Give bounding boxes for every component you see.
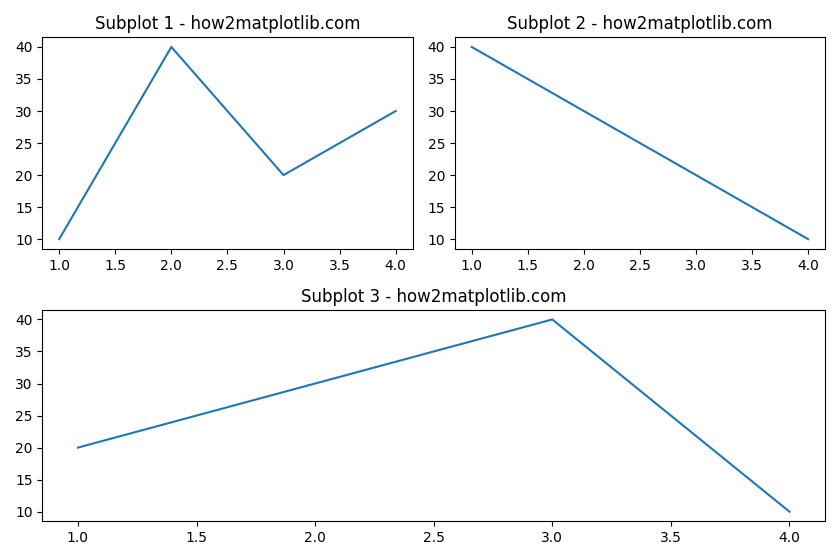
Title: Subplot 1 - how2matplotlib.com: Subplot 1 - how2matplotlib.com [95,15,360,33]
Title: Subplot 3 - how2matplotlib.com: Subplot 3 - how2matplotlib.com [301,287,566,306]
Title: Subplot 2 - how2matplotlib.com: Subplot 2 - how2matplotlib.com [507,15,773,33]
